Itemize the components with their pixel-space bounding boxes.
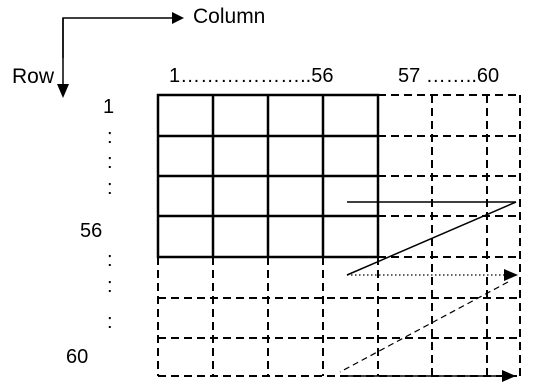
column-range-extra: 57 ……..60 bbox=[398, 65, 500, 87]
dotted-arrowhead bbox=[504, 269, 518, 281]
row-ellipsis-dot: : bbox=[107, 275, 113, 297]
path-diagonal-solid bbox=[346, 201, 517, 276]
row-label-mid: 56 bbox=[80, 220, 103, 242]
solid-block-grid bbox=[156, 93, 380, 259]
row-label-last: 60 bbox=[66, 346, 89, 368]
path-diagonal-dashed bbox=[339, 281, 509, 373]
bottom-arrowhead bbox=[502, 370, 516, 382]
column-axis-label: Column bbox=[193, 5, 266, 28]
column-arrowhead bbox=[172, 12, 184, 24]
row-ellipsis-dot: : bbox=[107, 126, 113, 148]
traversal-path bbox=[339, 201, 517, 377]
column-range-main: 1………………..56 bbox=[169, 65, 334, 87]
row-ellipsis-dot: : bbox=[107, 177, 113, 199]
row-ellipsis-dot: : bbox=[107, 311, 113, 333]
row-axis-label: Row bbox=[12, 65, 55, 88]
row-ellipsis-dot: : bbox=[107, 249, 113, 271]
column-axis-arrow bbox=[62, 17, 172, 58]
row-ellipsis-dot: : bbox=[107, 151, 113, 173]
row-label-first: 1 bbox=[103, 96, 115, 118]
row-arrowhead bbox=[57, 84, 69, 98]
